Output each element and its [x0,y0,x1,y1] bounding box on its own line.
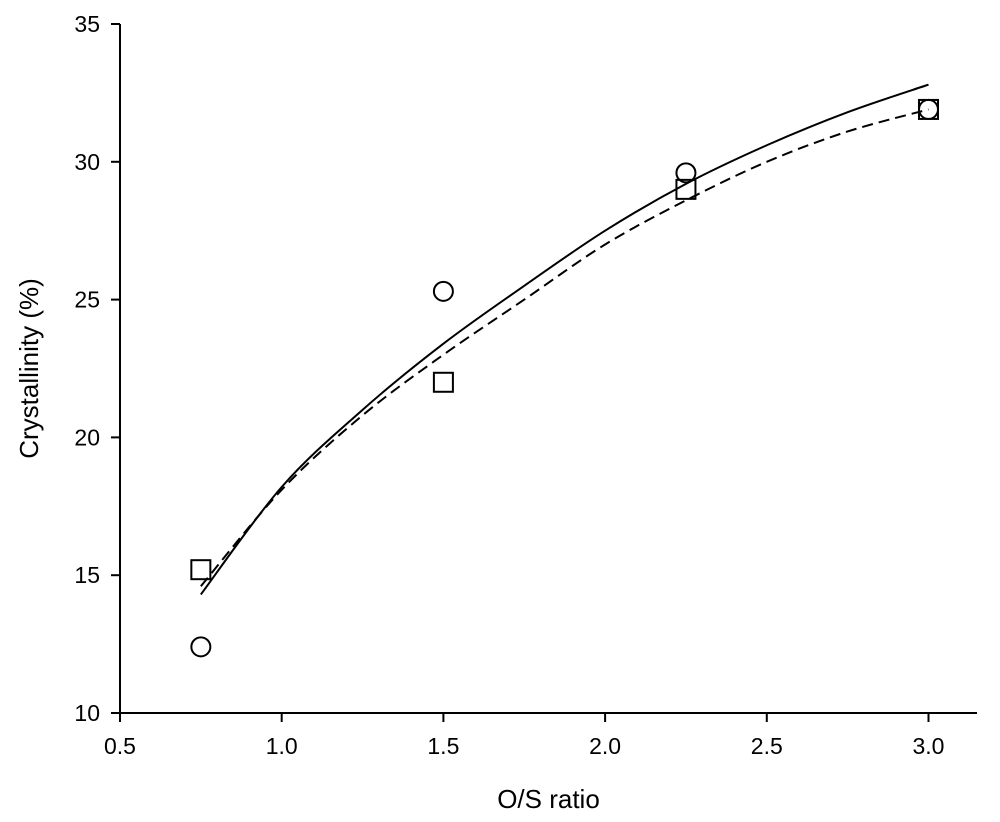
y-tick-label: 35 [74,11,100,37]
circle-data-point [190,636,212,658]
circle-data-point [675,162,697,184]
square-data-point [190,559,212,581]
square-data-point [432,371,454,393]
y-tick-label: 15 [74,562,100,588]
x-axis-title: O/S ratio [497,784,600,814]
fit-curve-solid [200,83,929,596]
y-tick-label: 30 [74,149,100,175]
x-tick-label: 2.0 [589,733,621,759]
x-tick-label: 1.0 [266,733,298,759]
y-axis-title: Crystallinity (%) [14,278,44,459]
y-tick-label: 20 [74,424,100,450]
x-tick-label: 1.5 [427,733,459,759]
fit-curves [200,83,929,596]
x-tick-label: 2.5 [751,733,783,759]
square-data-point [917,98,939,120]
y-tick-label: 25 [74,287,100,313]
data-points [190,98,939,658]
circle-data-point [432,280,454,302]
x-tick-label: 0.5 [104,733,136,759]
tick-marks-and-labels: 0.5 1.0 1.5 2.0 2.5 3.0 10 15 20 25 30 35 [74,11,944,759]
y-tick-label: 10 [74,700,100,726]
axes [119,24,977,714]
x-tick-label: 3.0 [912,733,944,759]
fit-curve-dashed [200,108,929,587]
square-data-point [675,178,697,200]
